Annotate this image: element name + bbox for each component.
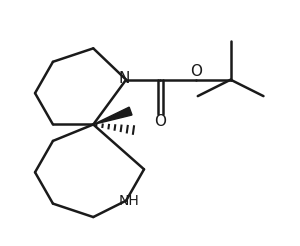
Text: O: O <box>154 114 166 129</box>
Text: NH: NH <box>119 194 140 208</box>
Polygon shape <box>93 107 132 124</box>
Text: O: O <box>190 64 202 79</box>
Text: N: N <box>119 71 130 86</box>
